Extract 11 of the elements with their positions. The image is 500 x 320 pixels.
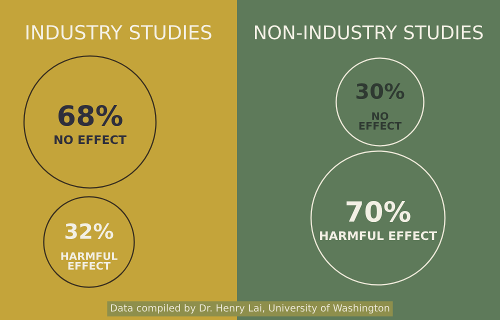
category-label: NO EFFECT [54, 135, 126, 144]
text: Data compiled by Dr. Henry Lai, University of Washington [110, 304, 390, 314]
data-label: 30% [356, 83, 404, 100]
data-label: 70% [346, 201, 410, 222]
text: INDUSTRY STUDIES [26, 24, 212, 40]
category-label: HARMFUL EFFECT [320, 231, 437, 240]
data-label: 68% [58, 105, 122, 126]
data-label: 32% [65, 223, 114, 240]
category-label: HARMFUL EFFECT [61, 252, 118, 270]
text: NON-INDUSTRY STUDIES [254, 25, 483, 40]
category-label: NO EFFECT [359, 112, 402, 130]
